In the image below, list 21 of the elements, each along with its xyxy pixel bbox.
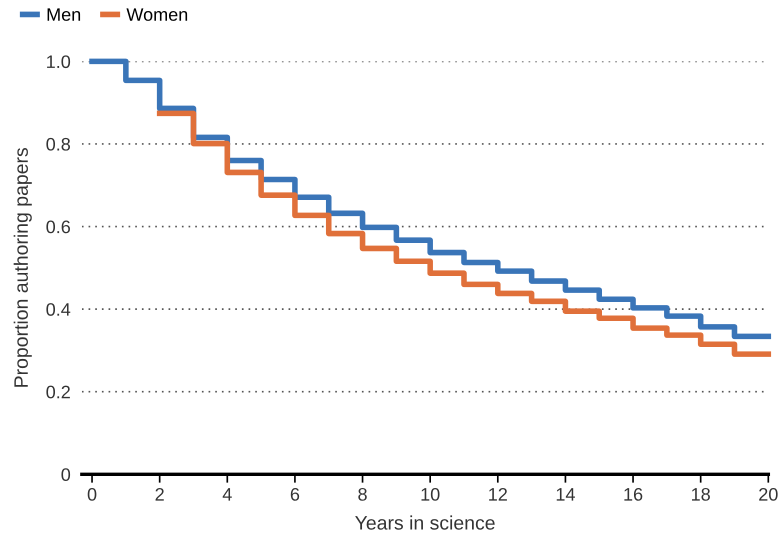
legend-label: Men: [48, 8, 80, 21]
y-tick-label: 0.6: [46, 220, 70, 234]
x-tick-label: 6: [290, 488, 300, 501]
x-tick-label: 14: [556, 488, 575, 501]
y-tick-label: 0.2: [46, 386, 70, 398]
y-tick-label: 0: [61, 468, 70, 482]
x-tick-label: 0: [88, 488, 96, 501]
x-tick-label: 10: [422, 488, 440, 501]
legend-label: Women: [126, 8, 188, 21]
y-tick-label: 1.0: [47, 55, 70, 68]
x-tick-label: 8: [358, 488, 367, 501]
y-tick-label: 0.4: [46, 303, 70, 316]
y-axis-title: Proportion authoring papers: [14, 148, 32, 387]
x-tick-label: 18: [692, 488, 710, 501]
x-tick-label: 20: [759, 488, 778, 501]
x-tick-label: 16: [624, 488, 642, 501]
x-axis-title: Years in science: [355, 515, 495, 530]
x-tick-label: 4: [222, 488, 232, 501]
x-tick-label: 12: [489, 488, 507, 501]
x-tick-label: 2: [156, 488, 164, 501]
y-tick-label: 0.8: [46, 138, 70, 151]
